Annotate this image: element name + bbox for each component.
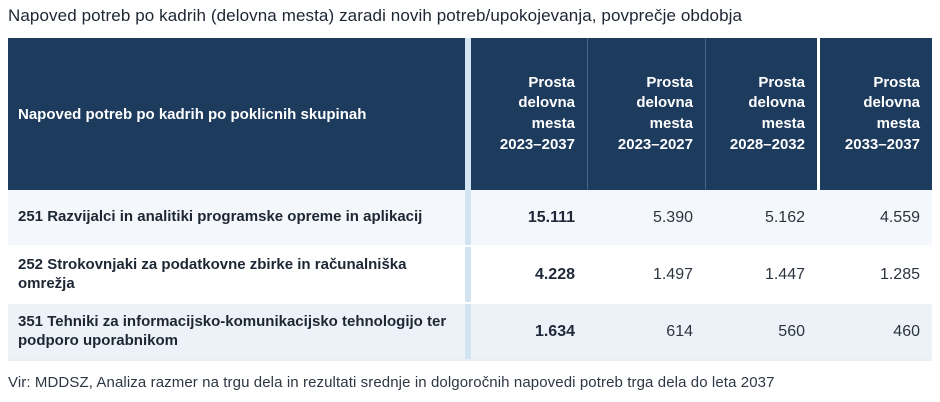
total-cell: 15.111 bbox=[471, 190, 587, 245]
column-period: 2023–2037 bbox=[499, 135, 575, 153]
row-gap bbox=[817, 304, 820, 359]
column-separator-band bbox=[465, 304, 471, 359]
table-row: 252 Strokovnjaki za podatkovne zbirke in… bbox=[8, 247, 932, 302]
value-cell: 5.162 bbox=[705, 190, 817, 245]
column-separator-band bbox=[465, 38, 471, 190]
row-label: 252 Strokovnjaki za podatkovne zbirke in… bbox=[8, 247, 465, 302]
header-cell-2033-2037: Prosta delovna mesta 2033–2037 bbox=[820, 38, 932, 190]
table-row: 251 Razvijalci in analitiki programske o… bbox=[8, 190, 932, 245]
header-group-cell: Napoved potreb po kadrih po poklicnih sk… bbox=[8, 38, 465, 190]
column-period: 2033–2037 bbox=[844, 135, 920, 153]
forecast-table: Napoved potreb po kadrih po poklicnih sk… bbox=[8, 38, 932, 361]
column-label: Prosta delovna mesta bbox=[518, 73, 575, 132]
column-period: 2023–2027 bbox=[617, 135, 693, 153]
row-label: 351 Tehniki za informacijsko-komunikacij… bbox=[8, 304, 465, 359]
source-note: Vir: MDDSZ, Analiza razmer na trgu dela … bbox=[8, 374, 775, 391]
header-gap bbox=[817, 38, 820, 190]
value-cell: 1.447 bbox=[705, 247, 817, 302]
row-label: 251 Razvijalci in analitiki programske o… bbox=[8, 190, 465, 245]
column-period: 2028–2032 bbox=[729, 135, 805, 153]
column-separator-band bbox=[465, 190, 471, 245]
column-label: Prosta delovna mesta bbox=[748, 73, 805, 132]
table-bottom-border bbox=[8, 359, 932, 361]
header-cell-2028-2032: Prosta delovna mesta 2028–2032 bbox=[705, 38, 817, 190]
row-gap bbox=[817, 190, 820, 245]
column-label: Prosta delovna mesta bbox=[636, 73, 693, 132]
value-cell: 5.390 bbox=[587, 190, 705, 245]
value-cell: 1.285 bbox=[820, 247, 932, 302]
value-cell: 1.497 bbox=[587, 247, 705, 302]
total-cell: 1.634 bbox=[471, 304, 587, 359]
column-label: Prosta delovna mesta bbox=[863, 73, 920, 132]
page-title: Napoved potreb po kadrih (delovna mesta)… bbox=[8, 6, 743, 25]
header-cell-2023-2037: Prosta delovna mesta 2023–2037 bbox=[471, 38, 587, 190]
row-gap bbox=[817, 247, 820, 302]
table-row: 351 Tehniki za informacijsko-komunikacij… bbox=[8, 304, 932, 359]
header-cell-2023-2027: Prosta delovna mesta 2023–2027 bbox=[587, 38, 705, 190]
total-cell: 4.228 bbox=[471, 247, 587, 302]
value-cell: 560 bbox=[705, 304, 817, 359]
value-cell: 614 bbox=[587, 304, 705, 359]
table-body: 251 Razvijalci in analitiki programske o… bbox=[8, 190, 932, 359]
column-separator-band bbox=[465, 247, 471, 302]
value-cell: 460 bbox=[820, 304, 932, 359]
table-header: Napoved potreb po kadrih po poklicnih sk… bbox=[8, 38, 932, 190]
value-cell: 4.559 bbox=[820, 190, 932, 245]
